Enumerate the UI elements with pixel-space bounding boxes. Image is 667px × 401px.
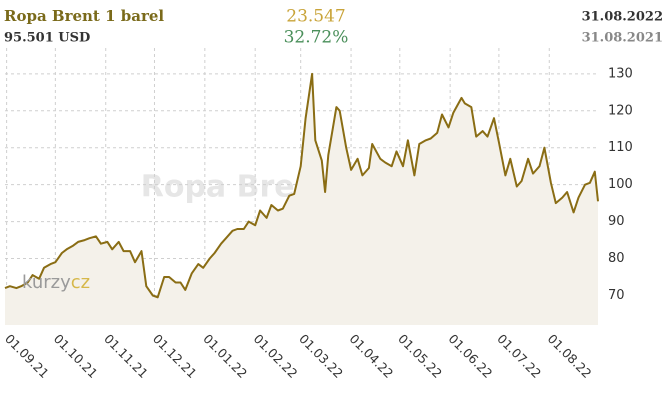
chart-title: Ropa Brent 1 barel xyxy=(4,7,164,25)
price: 95.501 USD xyxy=(4,31,90,46)
x-tick-label: 01.02.22 xyxy=(251,331,301,381)
x-tick-label: 01.05.22 xyxy=(395,331,445,381)
x-tick-label: 01.04.22 xyxy=(346,331,396,381)
x-tick-label: 01.07.22 xyxy=(494,331,544,381)
x-tick-label: 01.06.22 xyxy=(446,331,496,381)
logo-part: cz xyxy=(71,272,90,293)
x-tick-label: 01.11.21 xyxy=(101,331,151,381)
date-start: 31.08.2021 xyxy=(582,31,663,46)
logo: kurzycz xyxy=(22,272,90,293)
x-tick-label: 01.12.21 xyxy=(150,331,200,381)
x-tick-label: 01.03.22 xyxy=(296,331,346,381)
change: 23.547 xyxy=(286,7,345,27)
x-tick-label: 01.01.22 xyxy=(200,331,250,381)
y-tick-label: 80 xyxy=(608,251,625,266)
y-tick-label: 90 xyxy=(608,214,625,229)
x-tick-label: 01.08.22 xyxy=(545,331,595,381)
x-tick-label: 01.09.21 xyxy=(2,331,52,381)
logo-part: kurzy xyxy=(22,272,71,293)
y-tick-label: 120 xyxy=(608,103,633,118)
y-tick-label: 110 xyxy=(608,140,633,155)
y-tick-label: 70 xyxy=(608,288,625,303)
y-tick-label: 130 xyxy=(608,66,633,81)
date-end: 31.08.2022 xyxy=(582,10,663,25)
area-fill xyxy=(5,73,598,326)
x-tick-label: 01.10.21 xyxy=(51,331,101,381)
change-percent: 32.72% xyxy=(284,28,349,48)
y-tick-label: 100 xyxy=(608,177,633,192)
plot-area: Ropa Brent 1 barel70809010011012013001.0… xyxy=(2,48,633,381)
line xyxy=(4,72,599,299)
